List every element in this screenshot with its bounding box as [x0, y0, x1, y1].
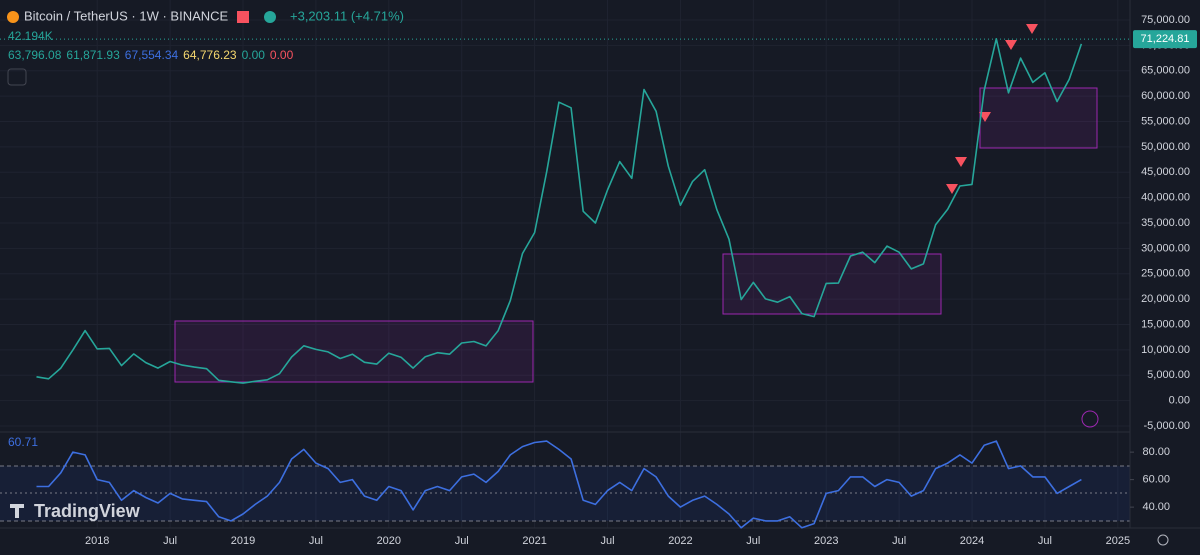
x-tick-label: Jul [163, 535, 177, 547]
down-marker [1026, 24, 1038, 34]
rsi-tick-label: 40.00 [1142, 501, 1170, 513]
indicator-values: 63,796.08 61,871.93 67,554.34 64,776.23 0.00… [8, 48, 294, 62]
range-box [174, 320, 534, 383]
volume-label: 42.194K [8, 29, 53, 43]
y-tick-label: 65,000.00 [1141, 65, 1190, 77]
rsi-tick-label: 80.00 [1142, 446, 1170, 458]
chart-title: Bitcoin / TetherUS · 1W · BINANCE [24, 8, 229, 23]
y-tick-label: 25,000.00 [1141, 268, 1190, 280]
indicator-value: 0.00 [242, 48, 266, 62]
y-tick-label: 40,000.00 [1141, 192, 1190, 204]
x-tick-label: 2024 [960, 535, 984, 547]
y-tick-label: 5,000.00 [1147, 369, 1190, 381]
settings-icon[interactable] [1157, 534, 1169, 546]
y-tick-label: 20,000.00 [1141, 293, 1190, 305]
x-tick-label: 2020 [377, 535, 401, 547]
x-tick-label: Jul [455, 535, 469, 547]
x-tick-label: 2025 [1106, 535, 1130, 547]
rsi-line [36, 440, 1082, 529]
indicator-value: 61,871.93 [66, 48, 120, 62]
x-tick-label: Jul [600, 535, 614, 547]
indicator-value: 67,554.34 [125, 48, 179, 62]
y-tick-label: 35,000.00 [1141, 217, 1190, 229]
coin-icon [7, 11, 19, 23]
last-price-tag [1133, 30, 1197, 49]
rsi-tick-label: 60.00 [1142, 474, 1170, 486]
indicator-value: 0.00 [270, 48, 294, 62]
indicator-value: 64,776.23 [183, 48, 237, 62]
flag-icon [237, 11, 249, 23]
last-price-label: 71,224.81 [1141, 33, 1190, 45]
status-icon [264, 11, 276, 23]
markers [946, 24, 1038, 194]
range-box [979, 87, 1098, 149]
y-tick-label: 45,000.00 [1141, 166, 1190, 178]
indicator-value: 63,796.08 [8, 48, 62, 62]
x-tick-label: Jul [1038, 535, 1052, 547]
y-tick-label: 50,000.00 [1141, 141, 1190, 153]
y-tick-label: 60,000.00 [1141, 90, 1190, 102]
y-tick-label: 0.00 [1169, 395, 1190, 407]
y-tick-label: -5,000.00 [1144, 420, 1190, 432]
down-marker [955, 157, 967, 167]
x-tick-label: Jul [746, 535, 760, 547]
price-line [36, 38, 1083, 384]
down-marker [979, 112, 991, 122]
alert-icon[interactable] [1081, 410, 1099, 428]
y-tick-label: 10,000.00 [1141, 344, 1190, 356]
x-tick-label: Jul [309, 535, 323, 547]
y-tick-label: 30,000.00 [1141, 242, 1190, 254]
brand: TradingView [34, 501, 141, 521]
x-tick-label: 2018 [85, 535, 109, 547]
x-tick-label: 2023 [814, 535, 838, 547]
price-change: +3,203.11 (+4.71%) [290, 8, 404, 23]
y-tick-label: 15,000.00 [1141, 318, 1190, 330]
brand-logo [10, 504, 24, 518]
y-tick-label: 75,000.00 [1141, 14, 1190, 26]
grid [0, 0, 1130, 528]
rsi-label: 60.71 [8, 435, 38, 449]
down-marker [1005, 40, 1017, 50]
x-tick-label: 2021 [522, 535, 546, 547]
down-marker [946, 184, 958, 194]
x-tick-label: 2022 [668, 535, 692, 547]
x-tick-label: 2019 [231, 535, 255, 547]
y-tick-label: 55,000.00 [1141, 115, 1190, 127]
collapse-button[interactable] [7, 68, 27, 86]
x-tick-label: Jul [892, 535, 906, 547]
